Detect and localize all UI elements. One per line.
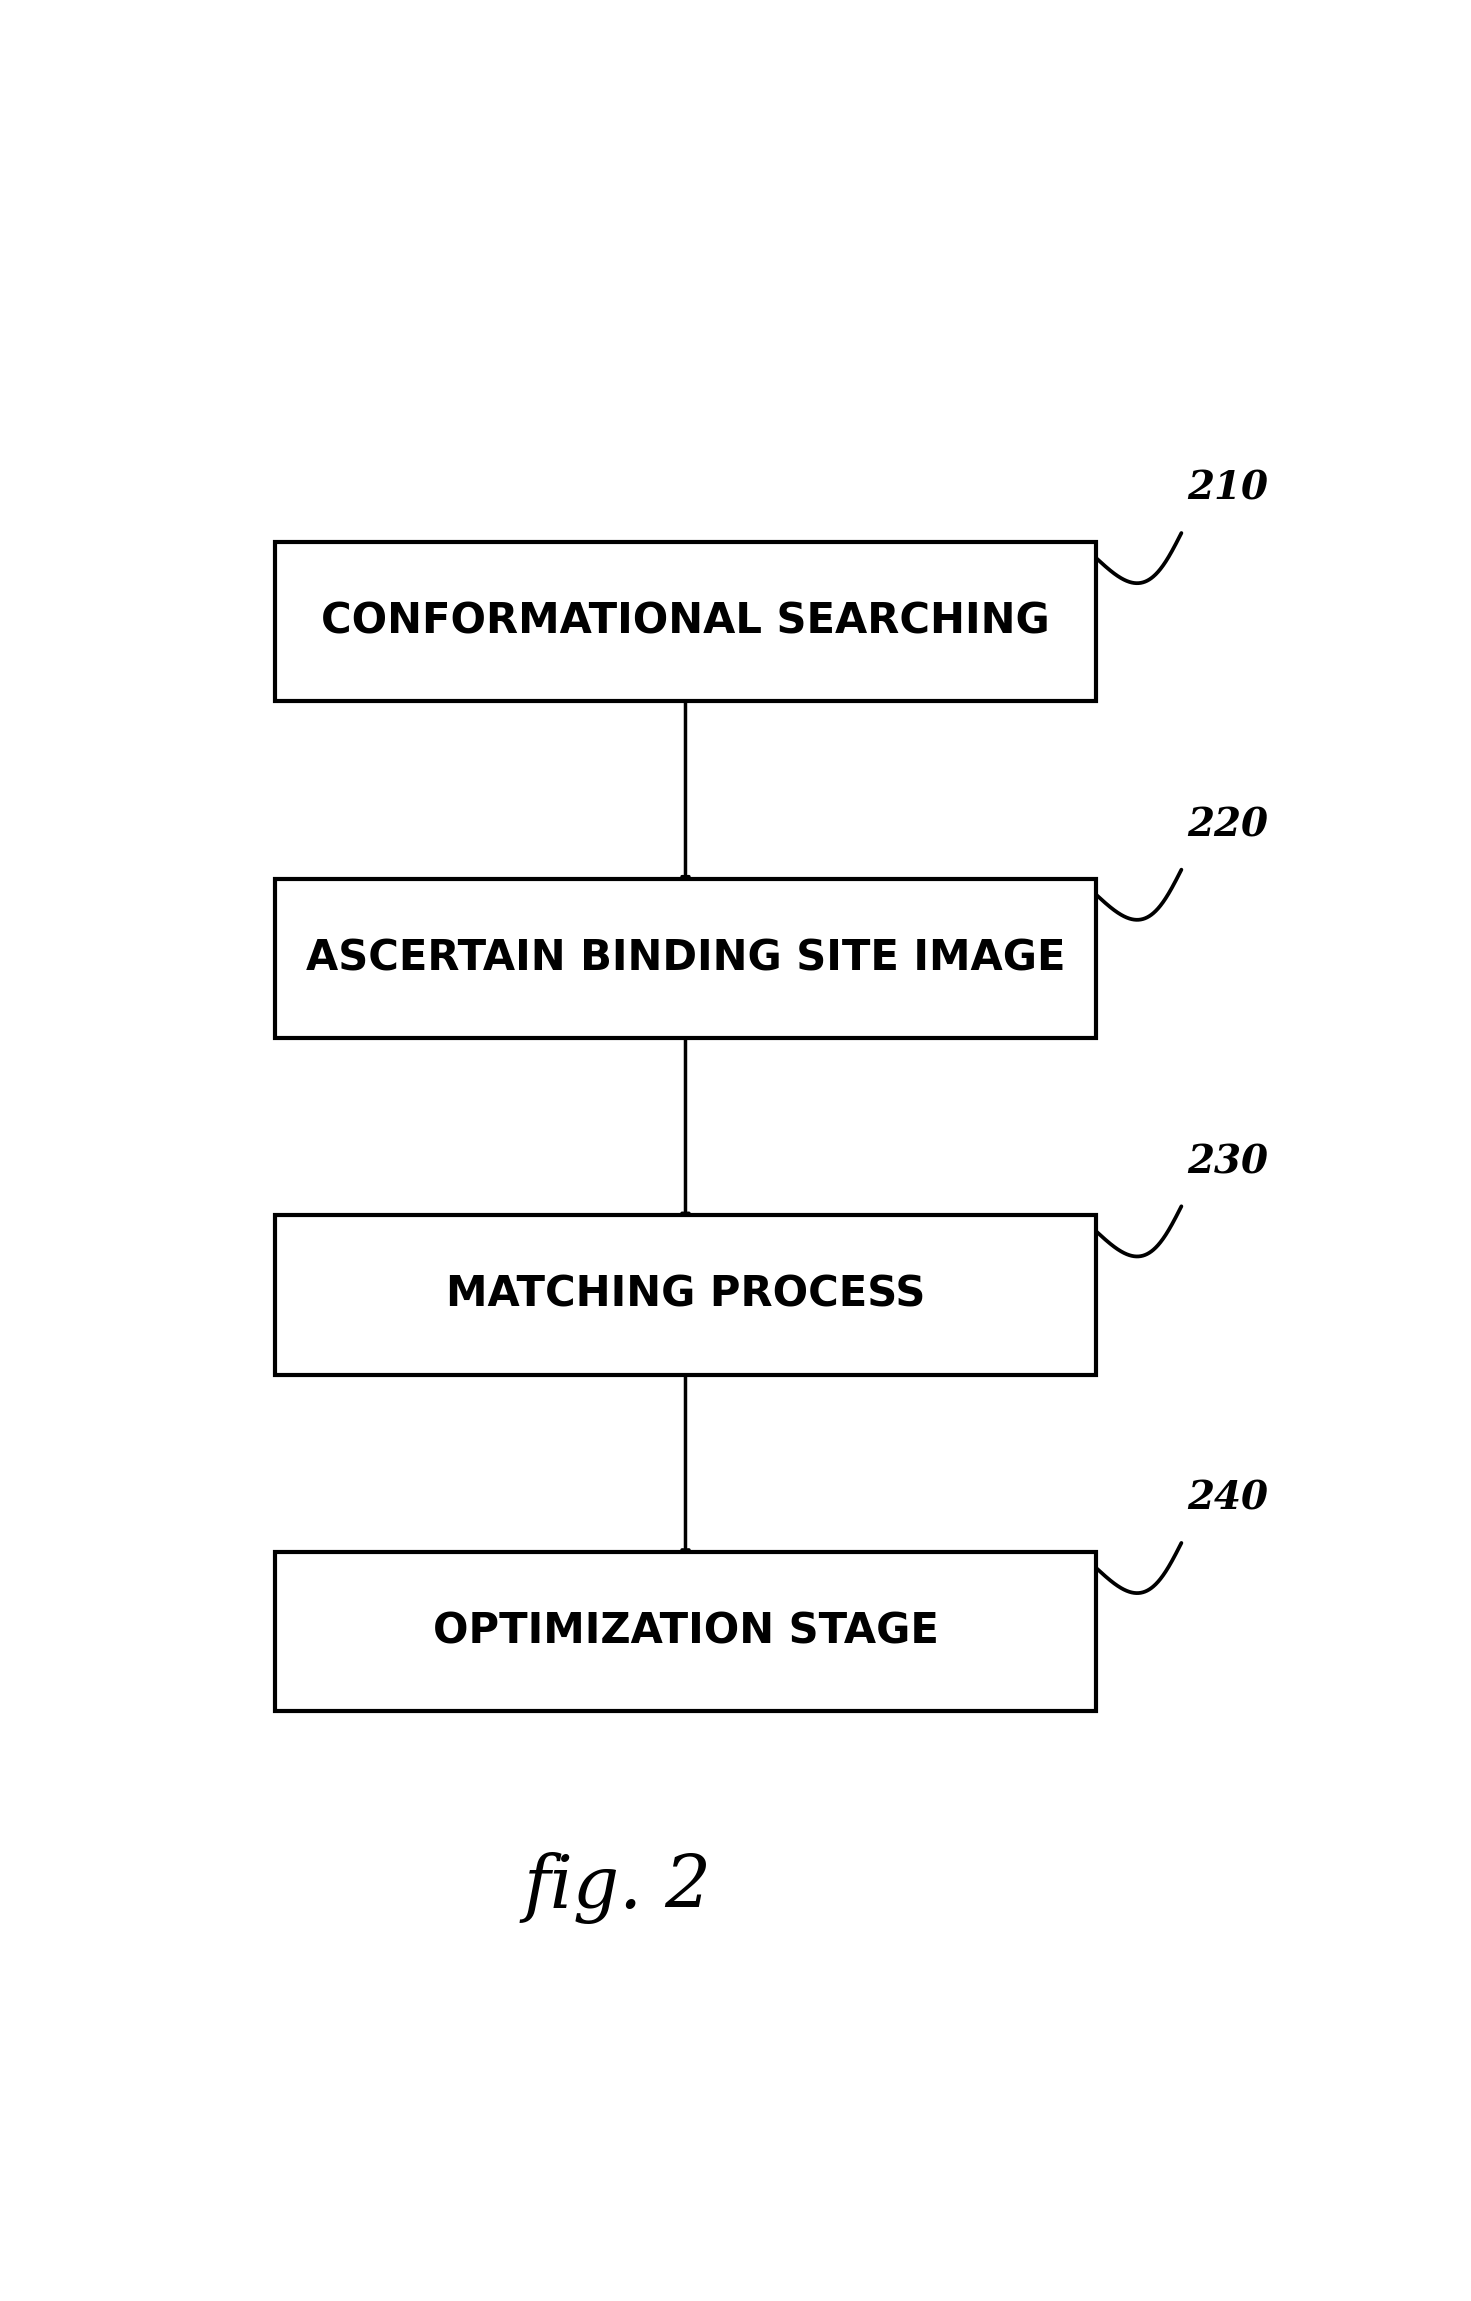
Text: 230: 230 (1187, 1144, 1268, 1180)
Bar (275, 1551, 1096, 1712)
Text: ASCERTAIN BINDING SITE IMAGE: ASCERTAIN BINDING SITE IMAGE (306, 937, 1065, 980)
Bar (275, 879, 1096, 1038)
Bar (275, 541, 1096, 702)
Text: fig. 2: fig. 2 (524, 1852, 710, 1924)
Text: 210: 210 (1187, 469, 1268, 509)
Text: OPTIMIZATION STAGE: OPTIMIZATION STAGE (432, 1611, 938, 1652)
Text: 220: 220 (1187, 805, 1268, 844)
Text: 240: 240 (1187, 1480, 1268, 1519)
Bar (275, 1215, 1096, 1374)
Text: CONFORMATIONAL SEARCHING: CONFORMATIONAL SEARCHING (321, 601, 1050, 642)
Text: MATCHING PROCESS: MATCHING PROCESS (446, 1275, 925, 1316)
